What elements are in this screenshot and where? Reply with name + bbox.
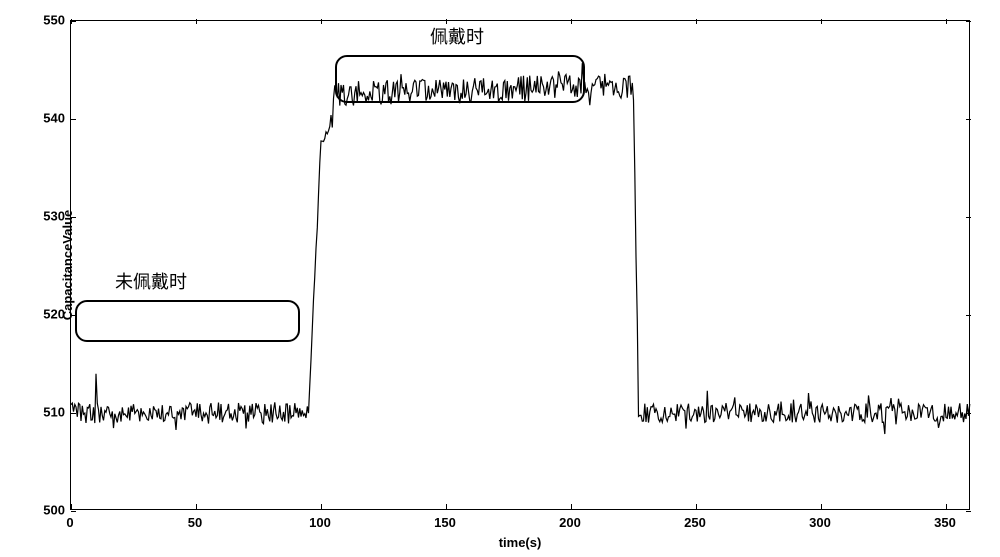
annotation-worn: 佩戴时 (430, 23, 484, 49)
xtick-label: 300 (809, 515, 831, 530)
xtick-label: 200 (559, 515, 581, 530)
y-axis-label: CapacitanceValue (60, 210, 75, 321)
callout-not-worn (75, 300, 300, 342)
ytick-label: 550 (35, 13, 65, 28)
xtick-label: 0 (66, 515, 73, 530)
xtick-label: 50 (188, 515, 202, 530)
xtick-label: 350 (934, 515, 956, 530)
ytick-label: 540 (35, 111, 65, 126)
ytick-label: 510 (35, 405, 65, 420)
ytick-label: 500 (35, 503, 65, 518)
annotation-not-worn: 未佩戴时 (115, 268, 187, 294)
x-axis-label: time(s) (499, 535, 542, 550)
callout-worn (335, 55, 585, 103)
xtick-label: 150 (434, 515, 456, 530)
xtick-label: 250 (684, 515, 706, 530)
xtick-label: 100 (309, 515, 331, 530)
